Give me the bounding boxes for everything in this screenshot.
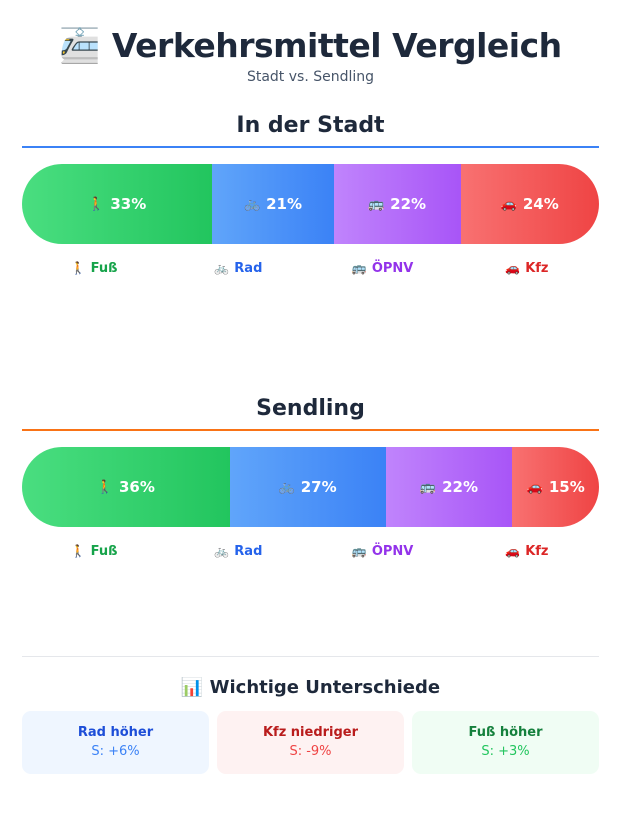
segment-value: 22% (442, 478, 479, 496)
segment-value: 21% (266, 195, 303, 213)
divider (22, 656, 599, 657)
legend-item: 🚌 ÖPNV (311, 544, 455, 559)
legend-icon: 🚶 (70, 544, 86, 558)
differences-title-text: Wichtige Unterschiede (209, 677, 441, 698)
section-underline (22, 146, 599, 148)
legend-label: Kfz (525, 544, 549, 559)
difference-card: Fuß höher S: +3% (412, 711, 599, 774)
legend-item: 🚲 Rad (166, 261, 310, 276)
segment-value: 24% (522, 195, 559, 213)
legend-label: ÖPNV (371, 544, 414, 559)
difference-card: Kfz niedriger S: -9% (217, 711, 404, 774)
section-title: Sendling (256, 396, 365, 421)
card-value: S: -9% (289, 744, 332, 759)
stacked-bar: 🚶 36% 🚲 27% 🚌 22% 🚗 15% (22, 447, 599, 527)
car-icon: 🚗 (526, 479, 543, 495)
section-1: Sendling 🚶 36% 🚲 27% 🚌 22% 🚗 15% 🚶 Fuß 🚲 Rad 🚌 ÖPNV 🚗 K… (22, 396, 599, 559)
walking-icon: 🚶 (96, 479, 113, 495)
legend-item: 🚶 Fuß (22, 544, 166, 559)
car-icon: 🚗 (500, 196, 517, 212)
legend-icon: 🚲 (214, 544, 230, 558)
bicycle-icon: 🚲 (278, 479, 295, 495)
difference-card: Rad höher S: +6% (22, 711, 209, 774)
page-title: 🚈 Verkehrsmittel Vergleich (22, 26, 599, 66)
bicycle-icon: 🚲 (243, 196, 261, 212)
legend-icon: 🚗 (505, 261, 521, 275)
card-title: Kfz niedriger (262, 725, 359, 740)
legend-item: 🚲 Rad (166, 544, 310, 559)
card-value: S: +6% (91, 744, 140, 759)
legend-label: Rad (234, 261, 263, 276)
legend-item: 🚗 Kfz (455, 544, 599, 559)
legend-icon: 🚗 (505, 544, 521, 558)
legend-icon: 🚶 (70, 261, 86, 275)
section-underline (22, 429, 599, 431)
legend-item: 🚶 Fuß (22, 261, 166, 276)
bar-segment-fuss: 🚶 33% (22, 164, 213, 244)
bar-segment-kfz: 🚗 15% (512, 447, 599, 527)
section-0: In der Stadt 🚶 33% 🚲 21% 🚌 22% 🚗 24% 🚶 Fuß 🚲 Rad 🚌 ÖP… (22, 113, 599, 276)
legend: 🚶 Fuß 🚲 Rad 🚌 ÖPNV 🚗 Kfz (22, 261, 599, 276)
train-icon: 🚈 (59, 26, 100, 65)
segment-value: 15% (548, 478, 585, 496)
legend-label: Kfz (525, 261, 549, 276)
segment-value: 33% (110, 195, 147, 213)
subtitle: Stadt vs. Sendling (246, 69, 375, 85)
bar-segment-kfz: 🚗 24% (460, 164, 599, 244)
bar-segment-rad: 🚲 27% (229, 447, 386, 527)
bar-segment-fuss: 🚶 36% (22, 447, 230, 527)
legend-icon: 🚌 (351, 544, 367, 558)
walking-icon: 🚶 (88, 196, 105, 212)
differences-title: 📊 Wichtige Unterschiede (22, 677, 599, 698)
legend-label: ÖPNV (371, 261, 414, 276)
bar-chart-icon: 📊 (180, 677, 204, 698)
bar-segment-rad: 🚲 21% (212, 164, 334, 244)
legend-label: Fuß (90, 261, 118, 276)
segment-value: 27% (300, 478, 337, 496)
stacked-bar: 🚶 33% 🚲 21% 🚌 22% 🚗 24% (22, 164, 599, 244)
legend-label: Rad (234, 544, 263, 559)
card-value: S: +3% (481, 744, 530, 759)
bar-segment-oepnv: 🚌 22% (385, 447, 513, 527)
segment-value: 36% (119, 478, 155, 496)
title-text: Verkehrsmittel Vergleich (111, 26, 562, 65)
section-title: In der Stadt (236, 113, 385, 138)
legend-item: 🚗 Kfz (455, 261, 599, 276)
card-title: Rad höher (77, 725, 154, 740)
card-title: Fuß höher (468, 725, 543, 740)
legend-label: Fuß (90, 544, 118, 559)
bus-icon: 🚌 (419, 479, 437, 495)
difference-cards: Rad höher S: +6% Kfz niedriger S: -9% Fuß hö… (22, 711, 599, 774)
legend-item: 🚌 ÖPNV (311, 261, 455, 276)
segment-value: 22% (390, 195, 427, 213)
legend: 🚶 Fuß 🚲 Rad 🚌 ÖPNV 🚗 Kfz (22, 544, 599, 559)
legend-icon: 🚲 (214, 261, 230, 275)
bar-segment-oepnv: 🚌 22% (333, 164, 461, 244)
bus-icon: 🚌 (367, 196, 385, 212)
legend-icon: 🚌 (351, 261, 367, 275)
